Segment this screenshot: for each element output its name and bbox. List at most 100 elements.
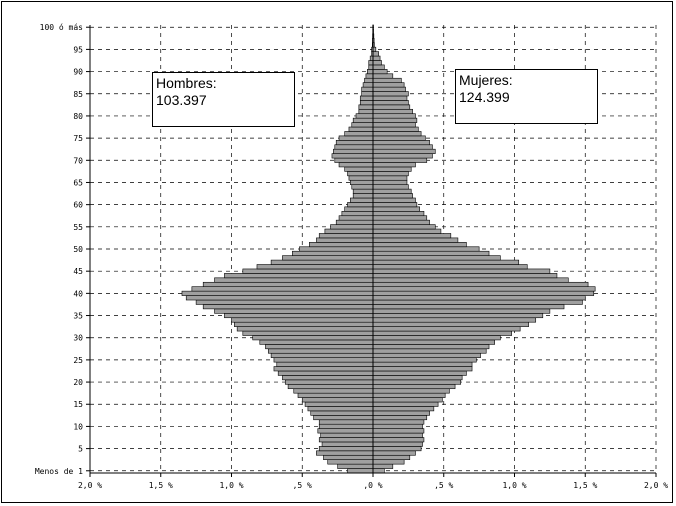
- bar-hombres-age-34: [231, 317, 374, 323]
- y-tick-label: 35: [73, 312, 83, 321]
- bar-mujeres-age-55: [372, 224, 436, 230]
- bar-hombres-age-2: [327, 459, 374, 465]
- x-tick-label: 1,0 %: [219, 481, 243, 490]
- bar-mujeres-age-65: [372, 179, 408, 185]
- bar-hombres-age-36: [214, 308, 374, 314]
- bar-hombres-age-59: [344, 206, 374, 212]
- bar-mujeres-age-85: [372, 91, 409, 97]
- bar-hombres-age-16: [301, 397, 374, 403]
- bar-mujeres-age-10: [372, 423, 423, 429]
- bar-hombres-age-33: [234, 321, 374, 327]
- bar-hombres-age-53: [318, 233, 374, 239]
- bar-hombres-age-68: [344, 166, 374, 172]
- bar-mujeres-age-36: [372, 308, 551, 314]
- bar-mujeres-age-68: [372, 166, 412, 172]
- bar-mujeres-age-3: [372, 454, 411, 460]
- bar-hombres-age-30: [252, 335, 374, 341]
- bar-hombres-age-25: [273, 357, 374, 363]
- bar-hombres-age-49: [292, 250, 374, 256]
- bar-hombres-age-66: [348, 175, 374, 181]
- bar-mujeres-age-38: [372, 299, 583, 305]
- bar-mujeres-age-24: [372, 361, 473, 367]
- bar-mujeres-age-45: [372, 268, 551, 274]
- bar-hombres-age-52: [316, 237, 374, 243]
- bar-mujeres-age-82: [372, 104, 411, 110]
- bar-hombres-age-19: [287, 383, 374, 390]
- bar-hombres-age-26: [270, 352, 374, 358]
- bar-hombres-age-86: [361, 86, 374, 92]
- bar-hombres-age-47: [270, 259, 374, 265]
- bar-hombres-age-41: [191, 286, 374, 292]
- bar-mujeres-age-52: [372, 237, 459, 243]
- bar-mujeres-age-47: [372, 259, 520, 265]
- bar-hombres-age-48: [282, 255, 374, 261]
- bar-mujeres-age-71: [372, 153, 433, 159]
- x-tick-label: ,0 %: [363, 481, 382, 490]
- men-label: Hombres:: [156, 75, 217, 91]
- y-tick-label: 75: [73, 134, 83, 143]
- bar-hombres-age-92: [368, 60, 374, 66]
- women-label: Mujeres:: [459, 72, 513, 88]
- bar-mujeres-age-15: [372, 401, 439, 407]
- y-tick-label: 50: [73, 245, 83, 254]
- women-total-box: Mujeres: 124.399: [455, 69, 598, 124]
- bar-hombres-age-75: [338, 135, 374, 141]
- bar-mujeres-age-19: [372, 383, 456, 390]
- bar-mujeres-age-63: [372, 188, 412, 194]
- bar-mujeres-age-7: [372, 437, 425, 443]
- x-axis-labels: 2,0 % 1,5 % 1,0 % ,5 % ,0 % ,5 % 1,0 % 1,5 % 2,0…: [78, 481, 668, 490]
- bar-mujeres-age-16: [372, 397, 443, 403]
- bar-hombres-age-79: [352, 117, 374, 123]
- bar-hombres-age-61: [350, 197, 374, 203]
- bar-hombres-age-42: [202, 281, 374, 288]
- bar-hombres-age-40: [181, 290, 374, 296]
- bar-hombres-age-54: [324, 228, 374, 234]
- bar-mujeres-age-2: [372, 459, 405, 465]
- y-tick-label: 80: [73, 112, 83, 121]
- bar-hombres-age-7: [318, 437, 374, 443]
- bar-hombres-age-27: [267, 348, 374, 354]
- bar-mujeres-age-25: [372, 357, 477, 363]
- bar-hombres-age-21: [282, 375, 374, 381]
- bar-mujeres-age-70: [372, 157, 428, 163]
- bar-hombres-age-56: [335, 219, 374, 225]
- bar-hombres-age-63: [352, 188, 374, 194]
- bar-mujeres-age-21: [372, 375, 463, 381]
- bar-mujeres-age-93: [372, 55, 381, 61]
- bar-hombres-age-20: [284, 379, 374, 385]
- bar-mujeres-age-11: [372, 419, 425, 425]
- x-tick-label: ,5 %: [293, 481, 312, 490]
- bar-mujeres-age-30: [372, 335, 501, 341]
- bar-mujeres-age-83: [372, 100, 409, 106]
- bar-mujeres-age-49: [372, 250, 490, 256]
- bar-hombres-age-76: [344, 131, 374, 137]
- bar-mujeres-age-78: [372, 122, 416, 128]
- bar-mujeres-age-56: [372, 219, 430, 225]
- bar-hombres-age-80: [355, 113, 374, 119]
- bar-hombres-age-18: [293, 388, 374, 394]
- bar-hombres-age-0: [347, 468, 374, 474]
- bar-hombres-age-10: [318, 423, 374, 429]
- bar-hombres-age-88: [364, 77, 374, 83]
- x-tick-label: 1,5 %: [149, 481, 173, 490]
- bar-hombres-age-23: [273, 366, 374, 372]
- bar-mujeres-age-28: [372, 344, 490, 350]
- bar-mujeres-age-39: [372, 295, 586, 301]
- bar-hombres-age-3: [323, 454, 374, 460]
- bar-hombres-age-73: [334, 144, 374, 150]
- bar-hombres-age-81: [358, 108, 374, 115]
- bar-mujeres-age-4: [372, 450, 416, 456]
- bar-hombres-age-64: [351, 184, 374, 190]
- bar-hombres-age-1: [337, 463, 374, 469]
- bar-hombres-age-83: [359, 100, 374, 106]
- bar-hombres-age-44: [224, 273, 374, 279]
- y-tick-label: 55: [73, 223, 83, 232]
- bar-mujeres-age-17: [372, 392, 446, 398]
- y-tick-label: 25: [73, 356, 83, 365]
- bar-hombres-age-15: [304, 401, 374, 407]
- bar-mujeres-age-89: [372, 73, 394, 79]
- bar-hombres-age-5: [318, 446, 374, 452]
- y-tick-label: 5: [78, 445, 83, 454]
